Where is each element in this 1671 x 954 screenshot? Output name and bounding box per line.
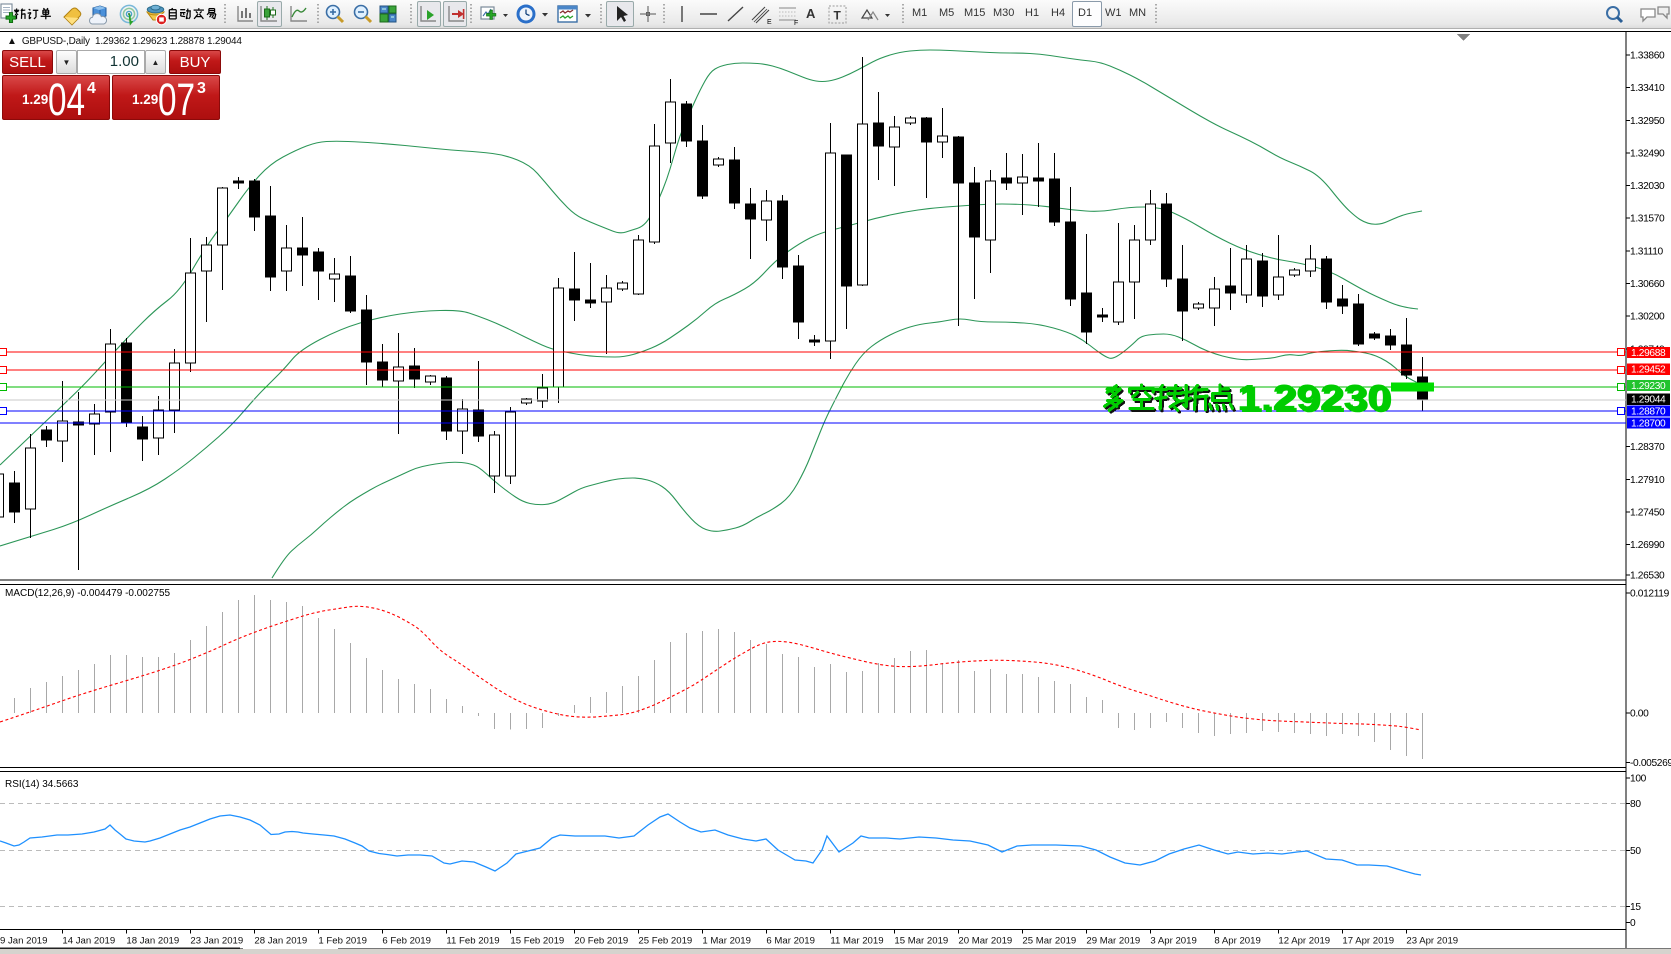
svg-text:18 Jan 2019: 18 Jan 2019 (126, 936, 179, 947)
svg-text:11 Mar 2019: 11 Mar 2019 (830, 936, 883, 947)
svg-text:28 Jan 2019: 28 Jan 2019 (254, 936, 307, 947)
svg-text:1.28370: 1.28370 (1630, 442, 1665, 453)
svg-text:15 Mar 2019: 15 Mar 2019 (894, 936, 948, 947)
svg-text:1.30200: 1.30200 (1630, 312, 1665, 323)
svg-text:25 Feb 2019: 25 Feb 2019 (638, 936, 692, 947)
svg-text:T: T (834, 9, 842, 23)
svg-text:1.31110: 1.31110 (1630, 246, 1664, 257)
svg-text:1.29452: 1.29452 (1631, 365, 1666, 376)
svg-text:1.32030: 1.32030 (1630, 181, 1665, 192)
svg-text:RSI(14) 34.5663: RSI(14) 34.5663 (5, 779, 79, 790)
svg-text:23 Jan 2019: 23 Jan 2019 (190, 936, 243, 947)
svg-text:14 Jan 2019: 14 Jan 2019 (62, 936, 115, 947)
svg-text:11 Feb 2019: 11 Feb 2019 (446, 936, 499, 947)
svg-text:1.32490: 1.32490 (1630, 148, 1665, 159)
svg-text:100: 100 (1630, 774, 1647, 785)
svg-text:12 Apr 2019: 12 Apr 2019 (1278, 936, 1330, 947)
svg-text:F: F (794, 20, 798, 26)
svg-text:1.33860: 1.33860 (1630, 51, 1665, 62)
svg-text:1.27910: 1.27910 (1630, 475, 1665, 486)
svg-text:1.29230: 1.29230 (1237, 378, 1391, 418)
svg-text:25 Mar 2019: 25 Mar 2019 (1022, 936, 1076, 947)
svg-text:1 Mar 2019: 1 Mar 2019 (702, 936, 751, 947)
svg-text:MACD(12,26,9) -0.004479 -0.002: MACD(12,26,9) -0.004479 -0.002755 (5, 588, 171, 599)
svg-text:15 Feb 2019: 15 Feb 2019 (510, 936, 564, 947)
svg-text:1.27450: 1.27450 (1630, 508, 1665, 519)
svg-text:0.012119: 0.012119 (1630, 588, 1670, 599)
svg-text:1.33410: 1.33410 (1630, 83, 1665, 94)
svg-text:1.29230: 1.29230 (1239, 380, 1393, 420)
svg-text:3 Apr 2019: 3 Apr 2019 (1150, 936, 1196, 947)
svg-text:1.32950: 1.32950 (1630, 116, 1665, 127)
svg-text:15: 15 (1630, 902, 1641, 913)
svg-text:1.31570: 1.31570 (1630, 214, 1665, 225)
svg-text:20 Mar 2019: 20 Mar 2019 (958, 936, 1012, 947)
svg-text:1.28700: 1.28700 (1631, 418, 1666, 429)
svg-text:50: 50 (1630, 846, 1641, 857)
svg-text:-0.005269: -0.005269 (1630, 758, 1671, 769)
svg-text:1.26530: 1.26530 (1630, 571, 1665, 582)
svg-text:8 Apr 2019: 8 Apr 2019 (1214, 936, 1260, 947)
svg-text:80: 80 (1630, 799, 1641, 810)
svg-text:1.28870: 1.28870 (1631, 406, 1666, 417)
svg-text:20 Feb 2019: 20 Feb 2019 (574, 936, 628, 947)
svg-text:0: 0 (1630, 918, 1636, 929)
svg-text:E: E (767, 19, 772, 26)
svg-text:1.29688: 1.29688 (1631, 348, 1666, 359)
svg-text:23 Apr 2019: 23 Apr 2019 (1406, 936, 1458, 947)
svg-text:1.29230: 1.29230 (1631, 381, 1666, 392)
svg-text:29 Mar 2019: 29 Mar 2019 (1086, 936, 1140, 947)
svg-text:1.26990: 1.26990 (1630, 540, 1665, 551)
svg-text:1.29044: 1.29044 (1631, 395, 1666, 406)
svg-text:9 Jan 2019: 9 Jan 2019 (0, 936, 47, 947)
svg-text:6 Feb 2019: 6 Feb 2019 (382, 936, 431, 947)
svg-text:17 Apr 2019: 17 Apr 2019 (1342, 936, 1394, 947)
svg-text:1 Feb 2019: 1 Feb 2019 (318, 936, 367, 947)
svg-text:1.30660: 1.30660 (1630, 279, 1665, 290)
svg-text:0.00: 0.00 (1630, 709, 1649, 720)
svg-text:6 Mar 2019: 6 Mar 2019 (766, 936, 815, 947)
